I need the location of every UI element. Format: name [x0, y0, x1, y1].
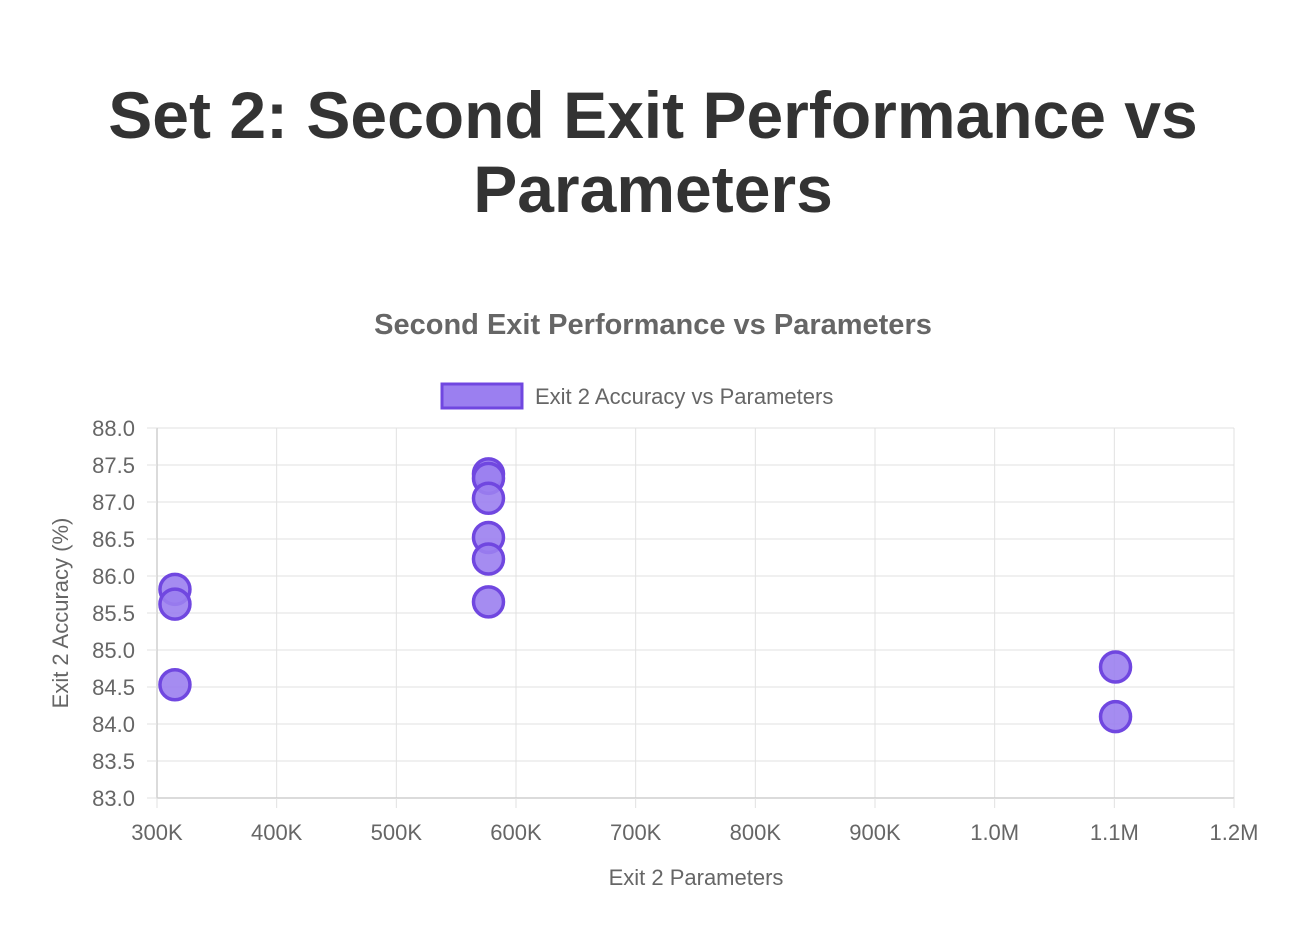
- x-tick-label: 1.1M: [1090, 820, 1139, 845]
- data-point[interactable]: [471, 481, 506, 516]
- x-axis-title: Exit 2 Parameters: [609, 865, 784, 890]
- y-tick-label: 87.5: [92, 453, 135, 478]
- y-tick-label: 84.0: [92, 712, 135, 737]
- x-tick-label: 600K: [490, 820, 542, 845]
- y-tick-label: 85.0: [92, 638, 135, 663]
- data-point[interactable]: [158, 668, 192, 702]
- y-tick-label: 84.5: [92, 675, 135, 700]
- y-axis: 88.0 87.5 87.0 86.5 86.0 85.5 85.0 84.5 84.0 83.5…: [92, 416, 157, 811]
- x-tick-label: 500K: [371, 820, 423, 845]
- y-tick-label: 83.5: [92, 749, 135, 774]
- legend[interactable]: Exit 2 Accuracy vs Parameters: [440, 382, 833, 410]
- legend-swatch: [440, 382, 524, 410]
- x-tick-label: 900K: [849, 820, 901, 845]
- data-point[interactable]: [471, 542, 506, 576]
- data-point[interactable]: [1098, 650, 1133, 684]
- x-tick-label: 1.2M: [1210, 820, 1259, 845]
- y-tick-label: 87.0: [92, 490, 135, 515]
- page-title: Set 2: Second Exit Performance vs Parame…: [108, 78, 1198, 226]
- y-tick-label: 86.5: [92, 527, 135, 552]
- x-tick-label: 400K: [251, 820, 303, 845]
- x-tick-label: 700K: [610, 820, 662, 845]
- x-axis: 300K 400K 500K 600K 700K 800K 900K 1.0M 1.1M 1.2M: [131, 798, 1258, 845]
- y-tick-label: 83.0: [92, 786, 135, 811]
- y-axis-title: Exit 2 Accuracy (%): [48, 518, 73, 709]
- grid: [156, 427, 1235, 799]
- y-tick-label: 85.5: [92, 601, 135, 626]
- data-point[interactable]: [158, 587, 192, 621]
- x-tick-label: 1.0M: [970, 820, 1019, 845]
- y-tick-label: 88.0: [92, 416, 135, 441]
- x-tick-label: 800K: [730, 820, 782, 845]
- chart-title: Second Exit Performance vs Parameters: [374, 309, 932, 341]
- data-point[interactable]: [1098, 699, 1133, 734]
- x-tick-label: 300K: [131, 820, 183, 845]
- data-points: [158, 457, 1133, 734]
- legend-label: Exit 2 Accuracy vs Parameters: [535, 384, 833, 409]
- y-tick-label: 86.0: [92, 564, 135, 589]
- data-point[interactable]: [471, 585, 506, 619]
